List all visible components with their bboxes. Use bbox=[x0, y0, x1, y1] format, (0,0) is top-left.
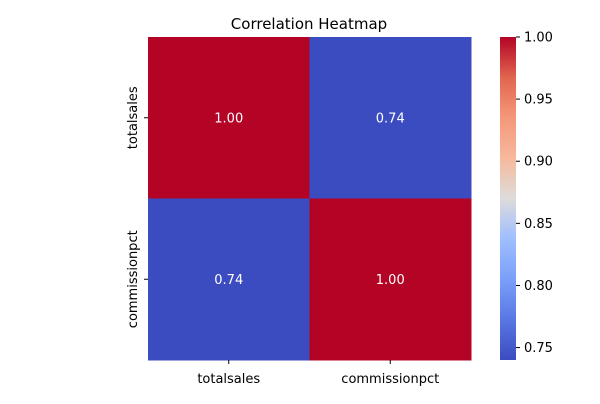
colorbar-tick-label-1: 0.80 bbox=[524, 279, 553, 294]
colorbar-gradient bbox=[500, 37, 516, 360]
colorbar-tick-label-2: 0.85 bbox=[524, 217, 553, 232]
heatmap-cell-0-1 bbox=[309, 37, 472, 199]
cell-value-label-0-1: 0.74 bbox=[376, 111, 405, 126]
cell-value-label-1-1: 1.00 bbox=[376, 273, 405, 288]
colorbar-tick-label-5: 1.00 bbox=[524, 31, 553, 46]
y-tick-label-1: commissionpct bbox=[126, 230, 141, 328]
colorbar: 0.75 0.80 0.85 0.90 0.95 1.00 bbox=[500, 31, 553, 360]
colorbar-tick-label-0: 0.75 bbox=[524, 341, 553, 356]
heatmap-cells: 1.00 0.74 0.74 1.00 bbox=[148, 37, 472, 361]
heatmap-axes: totalsales commissionpct totalsales commiss… bbox=[126, 86, 439, 387]
cell-value-label-1-0: 0.74 bbox=[214, 273, 243, 288]
heatmap-cell-1-0 bbox=[148, 198, 310, 361]
x-tick-label-1: commissionpct bbox=[341, 372, 439, 387]
colorbar-tick-label-3: 0.90 bbox=[524, 155, 553, 170]
cell-value-label-0-0: 1.00 bbox=[214, 111, 243, 126]
heatmap-cell-0-0 bbox=[148, 37, 310, 199]
x-tick-label-0: totalsales bbox=[197, 372, 260, 387]
heatmap-cell-1-1 bbox=[309, 198, 472, 361]
colorbar-tick-label-4: 0.95 bbox=[524, 93, 553, 108]
y-tick-label-0: totalsales bbox=[126, 86, 141, 149]
chart-title: Correlation Heatmap bbox=[231, 15, 387, 33]
